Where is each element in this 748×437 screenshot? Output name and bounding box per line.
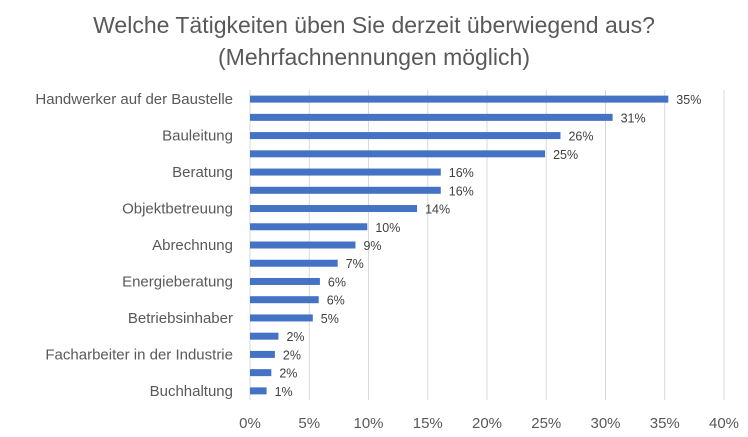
category-label: Handwerker auf der Baustelle (35, 91, 233, 108)
category-label: Betriebsinhaber (128, 310, 233, 327)
data-label: 31% (621, 111, 646, 125)
data-label: 1% (275, 385, 293, 399)
data-labels: 35%31%26%25%16%16%14%10%9%7%6%6%5%2%2%2%… (275, 93, 702, 399)
x-tick-label: 15% (413, 415, 443, 432)
bar (250, 150, 546, 158)
category-labels: Handwerker auf der Baustelle Bauleitung Be… (35, 91, 233, 400)
data-label: 10% (375, 221, 400, 235)
category-label: Buchhaltung (150, 383, 233, 400)
data-label: 16% (449, 184, 474, 198)
category-label: Objektbetreuung (122, 201, 233, 218)
bar (250, 113, 613, 121)
data-label: 2% (279, 367, 297, 381)
data-label: 16% (449, 166, 474, 180)
category-label: Abrechnung (152, 237, 233, 254)
chart-subtitle: (Mehrfachnennungen möglich) (218, 44, 530, 70)
x-axis-ticks: 0% 5% 10% 15% 20% 25% 30% 35% 40% (239, 415, 739, 432)
data-label: 35% (676, 93, 701, 107)
bar (250, 132, 561, 140)
data-label: 14% (425, 203, 450, 217)
bars (250, 95, 669, 395)
x-tick-label: 5% (298, 415, 320, 432)
data-label: 25% (553, 148, 578, 162)
data-label: 6% (327, 294, 345, 308)
category-label: Energieberatung (122, 273, 233, 290)
data-label: 2% (283, 348, 301, 362)
gridlines (249, 90, 725, 400)
data-label: 5% (321, 312, 339, 326)
bar (250, 95, 669, 103)
bar (250, 387, 267, 395)
x-tick-label: 35% (650, 415, 680, 432)
data-label: 6% (328, 275, 346, 289)
chart-title: Welche Tätigkeiten üben Sie derzeit über… (93, 12, 655, 38)
category-label: Facharbeiter in der Industrie (45, 346, 233, 363)
bar (250, 259, 338, 267)
x-tick-label: 20% (472, 415, 502, 432)
bar (250, 277, 320, 285)
bar (250, 332, 279, 340)
x-tick-label: 30% (590, 415, 620, 432)
data-label: 26% (568, 130, 593, 144)
bar (250, 241, 356, 249)
bar (250, 314, 313, 322)
x-tick-label: 25% (531, 415, 561, 432)
x-tick-label: 0% (239, 415, 261, 432)
category-label: Beratung (172, 164, 233, 181)
data-label: 9% (363, 239, 381, 253)
bar (250, 168, 441, 176)
x-tick-label: 10% (353, 415, 383, 432)
bar (250, 350, 275, 358)
x-tick-label: 40% (709, 415, 739, 432)
bar (250, 223, 368, 231)
data-label: 7% (346, 257, 364, 271)
bar (250, 205, 418, 213)
bar (250, 369, 272, 377)
bar (250, 186, 441, 194)
bar (250, 296, 319, 304)
data-label: 2% (286, 330, 304, 344)
category-label: Bauleitung (162, 128, 233, 145)
